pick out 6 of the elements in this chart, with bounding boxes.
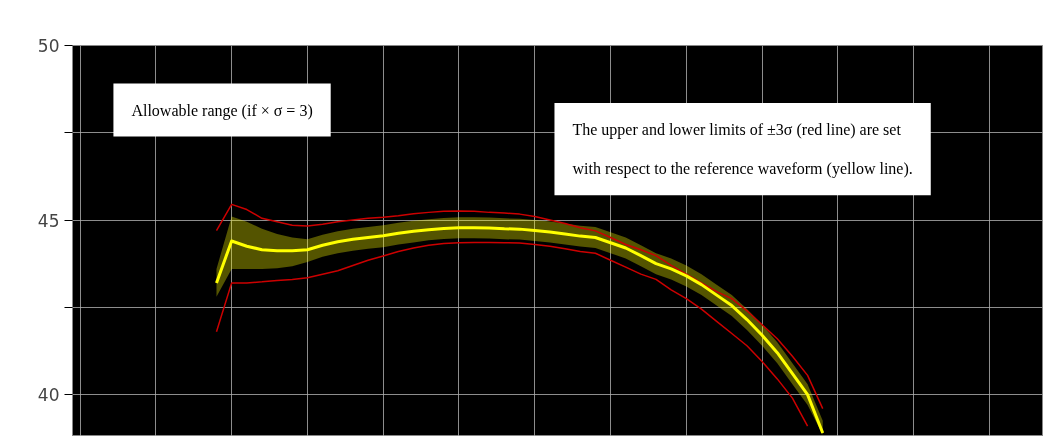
annotation: Allowable range (if × σ = 3) [131, 101, 313, 120]
y-tick-label: 50 [37, 36, 60, 56]
text: The upper and lower limits of ±3σ (red line) are set with respect to the reference waveform (yellow line). [572, 121, 913, 178]
line-series [215, 203, 824, 410]
y-tick-label: 45 [37, 210, 60, 231]
y-tick-label: 40 [37, 385, 60, 406]
